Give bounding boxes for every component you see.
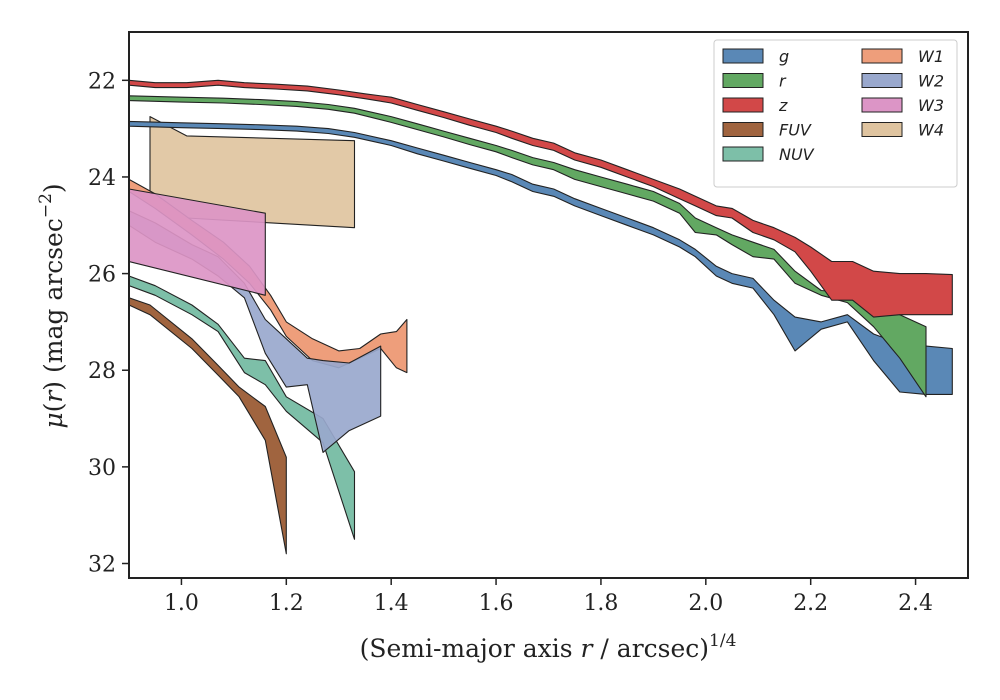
- legend-label-nuv: NUV: [779, 145, 815, 164]
- legend-label-fuv: FUV: [779, 121, 812, 140]
- legend-label-w4: W4: [918, 121, 944, 140]
- x-axis-ticks: 1.0 1.2 1.4 1.6 1.8 2.0 2.2 2.4: [164, 578, 933, 616]
- legend-swatch-r: [722, 73, 764, 88]
- x-tick-label: 1.6: [479, 591, 514, 616]
- y-axis-ticks: 22 24 26 28 30 32: [88, 69, 129, 578]
- legend-label-g: g: [779, 47, 789, 66]
- y-tick-label: 26: [88, 263, 116, 288]
- legend-swatch-fuv: [722, 122, 764, 137]
- band-fuv: [129, 297, 287, 555]
- legend-swatch-w3: [861, 97, 903, 113]
- legend-label-w3: W3: [918, 96, 944, 115]
- y-axis-title: μ(r) (mag arcsec−2): [36, 183, 68, 428]
- legend-swatch-w4: [861, 122, 903, 137]
- x-tick-label: 1.8: [583, 591, 618, 616]
- y-tick-label: 24: [88, 166, 116, 191]
- band-r: [129, 95, 927, 398]
- band-nuv: [129, 275, 356, 540]
- x-tick-label: 2.0: [688, 591, 723, 616]
- x-tick-label: 2.4: [898, 591, 933, 616]
- legend-swatch-g: [722, 48, 764, 64]
- legend-swatch-nuv: [722, 146, 764, 162]
- band-g: [129, 120, 953, 395]
- y-tick-label: 28: [88, 359, 116, 384]
- legend-label-r: r: [779, 72, 787, 91]
- x-tick-label: 1.4: [374, 591, 409, 616]
- legend-label-z: z: [778, 96, 788, 115]
- legend-label-w1: W1: [918, 47, 944, 66]
- legend-swatch-w1: [861, 48, 903, 64]
- y-tick-label: 32: [88, 553, 116, 578]
- profile-bands: [129, 79, 953, 555]
- x-tick-label: 1.0: [164, 591, 199, 616]
- y-tick-label: 30: [88, 456, 116, 481]
- legend-swatch-z: [722, 97, 764, 113]
- x-axis-title: (Semi-major axis r / arcsec)1/4: [360, 631, 737, 663]
- y-tick-label: 22: [88, 69, 116, 94]
- band-z: [129, 79, 953, 318]
- x-tick-label: 1.2: [269, 591, 304, 616]
- legend: grz FUV NUV W1 W2 W3 W4: [713, 39, 958, 188]
- legend-label-w2: W2: [918, 72, 944, 91]
- plot-frame: [128, 31, 969, 579]
- x-tick-label: 2.2: [793, 591, 828, 616]
- band-w3: [129, 188, 266, 296]
- legend-swatch-w2: [861, 73, 903, 88]
